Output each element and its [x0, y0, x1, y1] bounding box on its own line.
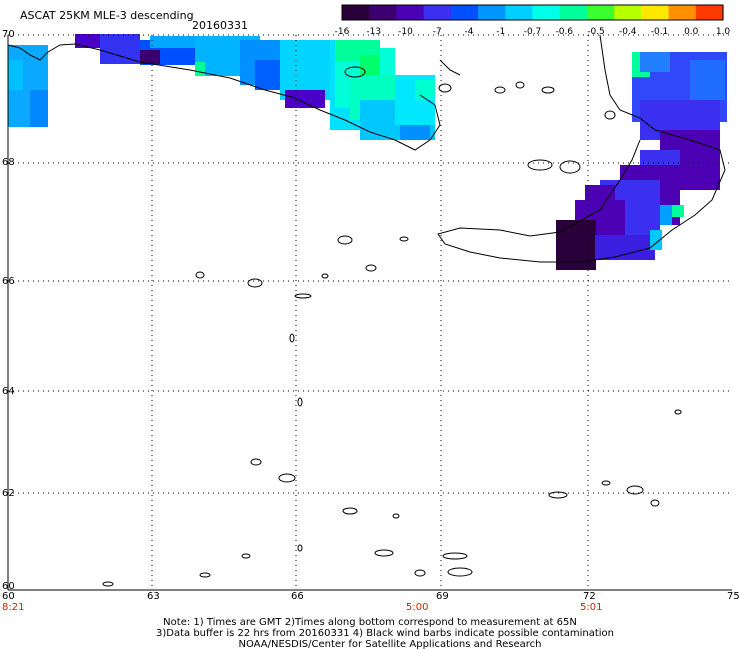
data-swath-east — [556, 52, 727, 270]
colorbar-border — [341, 4, 724, 21]
y-label-68: 68 — [2, 157, 15, 168]
y-label-60: 60 — [2, 581, 15, 592]
note-line-3: NOAA/NESDIS/Center for Satellite Applica… — [238, 639, 542, 650]
colorbar-swatch — [586, 5, 615, 20]
y-label-64: 64 — [2, 386, 15, 397]
coastlines — [7, 34, 726, 587]
colorbar-swatch — [559, 5, 588, 20]
colorbar-label: -10 — [398, 27, 413, 37]
y-label-66: 66 — [2, 276, 15, 287]
colorbar-label: -0.5 — [587, 27, 605, 37]
y-label-70: 70 — [2, 29, 15, 40]
colorbar-label: -0.4 — [618, 27, 637, 37]
colorbar-label: -1 — [496, 27, 506, 37]
colorbar-label: -4 — [464, 27, 474, 37]
plot-frame — [7, 35, 732, 591]
colorbar-label: -13 — [366, 27, 382, 37]
colorbar-swatch — [369, 5, 398, 20]
map-date: 20160331 — [192, 19, 248, 32]
note-line-1: Note: 1) Times are GMT 2)Times along bot… — [163, 617, 577, 628]
time-label-left: 8:21 — [2, 602, 25, 613]
colorbar-swatch — [614, 5, 642, 20]
x-label-66: 66 — [291, 591, 304, 602]
colorbar-swatch — [532, 5, 561, 20]
x-label-72: 72 — [583, 591, 596, 602]
map-title: ASCAT 25KM MLE-3 descending — [20, 9, 194, 22]
y-label-62: 62 — [2, 488, 15, 499]
colorbar-label: -16 — [334, 27, 350, 37]
colorbar — [341, 4, 724, 21]
colorbar-swatch — [505, 5, 534, 20]
colorbar-swatch — [450, 5, 479, 20]
colorbar-label: -7 — [432, 27, 442, 37]
graticule — [8, 34, 732, 588]
colorbar-swatch — [695, 5, 724, 20]
colorbar-swatch — [668, 5, 697, 20]
colorbar-swatch — [478, 5, 506, 20]
colorbar-label: 1.0 — [715, 27, 731, 37]
time-label-right: 5:01 — [580, 602, 603, 613]
colorbar-label: 0.0 — [684, 27, 699, 37]
colorbar-label: -0.1 — [650, 27, 669, 37]
colorbar-swatch — [423, 5, 452, 20]
x-label-69: 69 — [436, 591, 449, 602]
colorbar-swatch — [342, 5, 370, 20]
x-label-63: 63 — [147, 591, 160, 602]
x-label-60: 60 — [2, 591, 15, 602]
note-line-2: 3)Data buffer is 22 hrs from 20160331 4)… — [156, 628, 614, 639]
x-label-75: 75 — [727, 591, 740, 602]
colorbar-swatch — [641, 5, 670, 20]
colorbar-swatch — [396, 5, 425, 20]
data-swath-west — [8, 34, 435, 140]
time-label-middle: 5:00 — [406, 602, 429, 613]
colorbar-label: -0.7 — [523, 27, 542, 37]
colorbar-label: -0.6 — [555, 27, 574, 37]
